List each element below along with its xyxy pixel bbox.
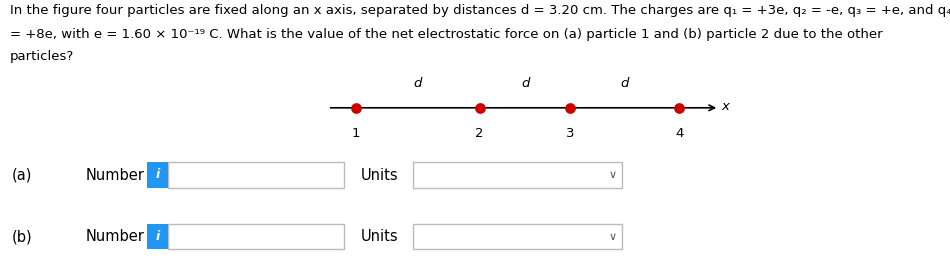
- Text: x: x: [721, 100, 729, 113]
- Text: d: d: [620, 77, 628, 90]
- Point: [472, 106, 487, 110]
- Text: 4: 4: [675, 127, 683, 140]
- Text: (a): (a): [11, 167, 31, 183]
- Text: 3: 3: [566, 127, 574, 140]
- Text: Units: Units: [361, 229, 399, 244]
- Point: [349, 106, 364, 110]
- Text: 1: 1: [352, 127, 360, 140]
- Text: i: i: [156, 169, 160, 181]
- Point: [562, 106, 578, 110]
- Text: = +8e, with e = 1.60 × 10⁻¹⁹ C. What is the value of the net electrostatic force: = +8e, with e = 1.60 × 10⁻¹⁹ C. What is …: [10, 28, 883, 41]
- FancyBboxPatch shape: [413, 224, 622, 249]
- Text: particles?: particles?: [10, 50, 74, 63]
- Text: ∨: ∨: [608, 232, 617, 242]
- Text: 2: 2: [476, 127, 484, 140]
- FancyBboxPatch shape: [413, 162, 622, 188]
- Text: Number: Number: [86, 167, 144, 183]
- Text: d: d: [522, 77, 529, 90]
- Text: d: d: [414, 77, 422, 90]
- Text: i: i: [156, 230, 160, 243]
- Text: In the figure four particles are fixed along an x axis, separated by distances d: In the figure four particles are fixed a…: [10, 4, 950, 17]
- FancyBboxPatch shape: [168, 162, 344, 188]
- Text: Number: Number: [86, 229, 144, 244]
- FancyBboxPatch shape: [147, 224, 168, 249]
- FancyBboxPatch shape: [168, 224, 344, 249]
- Text: ∨: ∨: [608, 170, 617, 180]
- Text: (b): (b): [11, 229, 32, 244]
- FancyBboxPatch shape: [147, 162, 168, 188]
- Text: Units: Units: [361, 167, 399, 183]
- Point: [672, 106, 687, 110]
